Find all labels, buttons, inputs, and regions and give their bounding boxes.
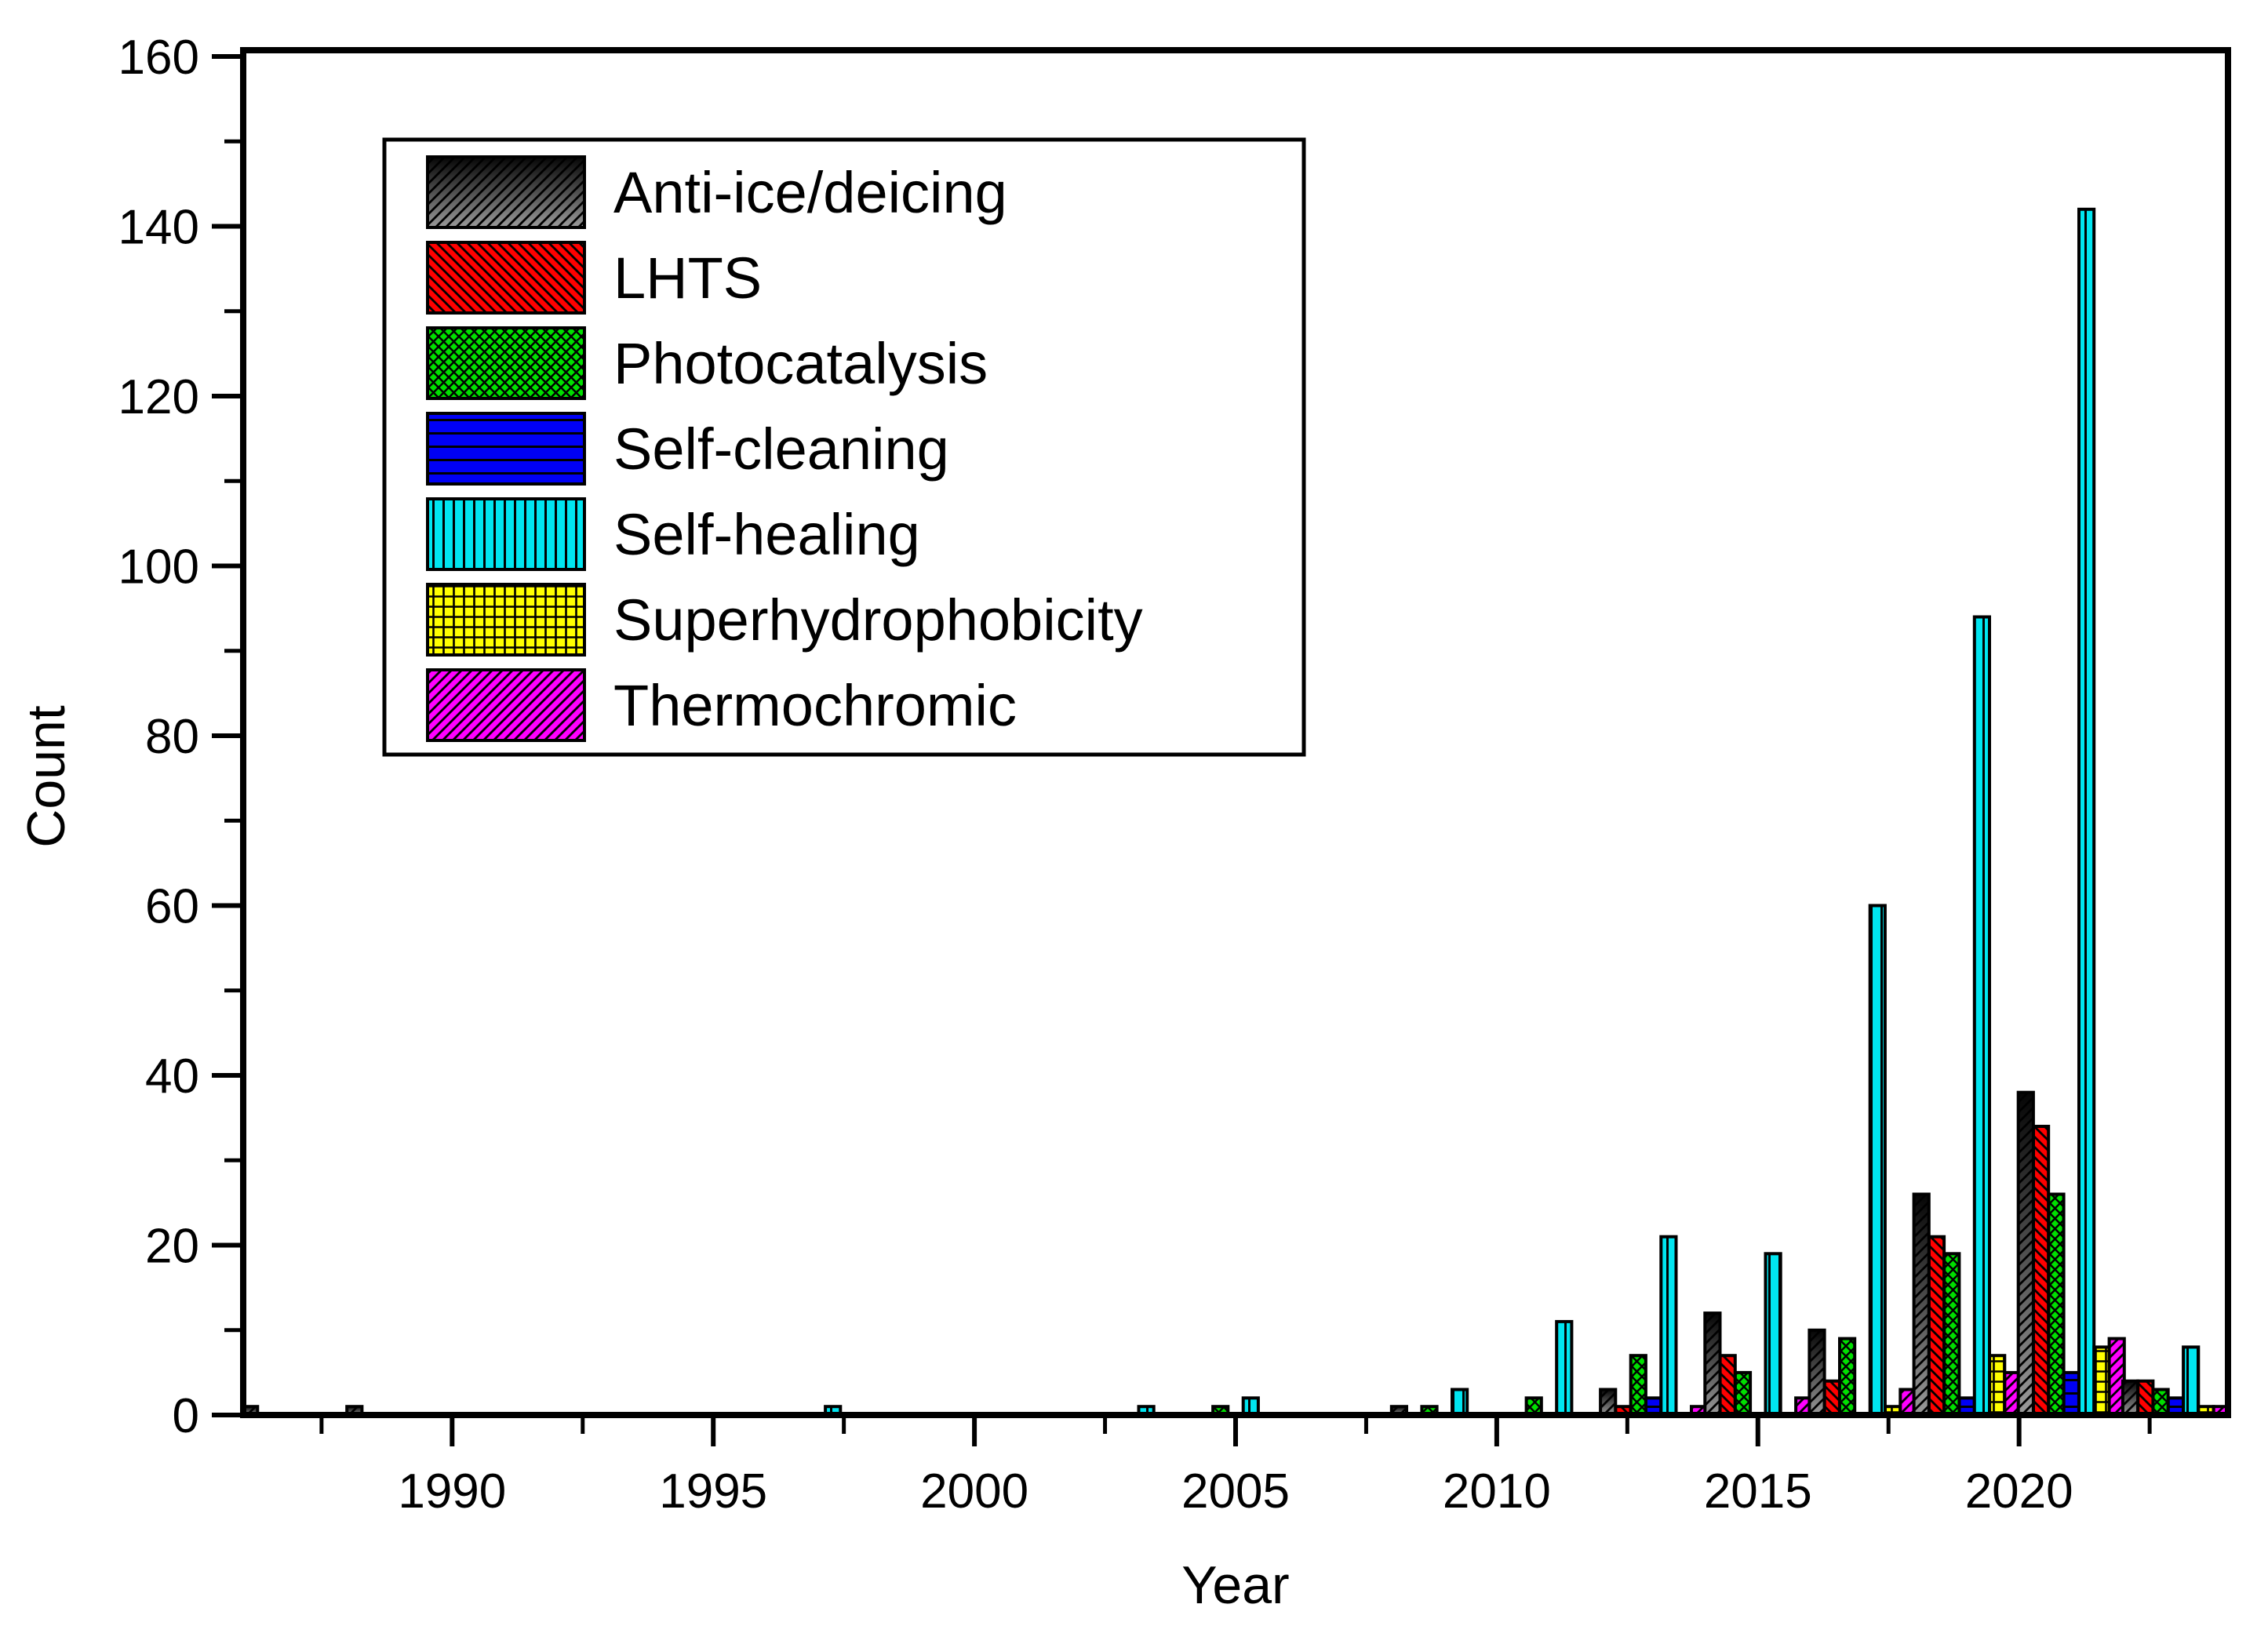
bar-anti-ice-deicing-2021 — [2016, 1090, 2035, 1417]
x-tick-label: 2000 — [920, 1464, 1028, 1519]
bar-anti-ice-deicing-2019 — [1912, 1192, 1931, 1417]
bar-self-healing-2011 — [1555, 1319, 1574, 1417]
bar-superhydrophobicity-2021 — [2092, 1345, 2111, 1417]
x-tick-label: 2005 — [1181, 1464, 1290, 1519]
bar-self-healing-2015 — [1764, 1252, 1782, 1417]
bars-layer — [241, 207, 2230, 1417]
legend-swatch-self-healing — [426, 497, 586, 571]
legend-label: Superhydrophobicity — [613, 587, 1143, 653]
legend-label: Anti-ice/deicing — [613, 160, 1007, 225]
bar-photocatalysis-2021 — [2047, 1192, 2066, 1417]
bar-lhts-2015 — [1718, 1354, 1737, 1417]
bar-photocatalysis-2017 — [1838, 1337, 1857, 1417]
y-axis: 0 20 40 60 80 100 120 140 160 — [118, 31, 243, 1443]
y-tick-label: 160 — [118, 31, 199, 85]
bar-photocatalysis-2023 — [2151, 1388, 2170, 1417]
bar-anti-ice-deicing-2017 — [1807, 1328, 1826, 1417]
legend-swatch-photocatalysis — [426, 326, 586, 400]
bar-self-healing-2009 — [1451, 1388, 1469, 1417]
y-tick-label: 40 — [145, 1049, 199, 1104]
x-axis-title: Year — [1181, 1555, 1289, 1615]
x-tick-label: 1990 — [398, 1464, 506, 1519]
bar-self-healing-2021 — [2077, 207, 2096, 1417]
legend-swatch-thermochromic — [426, 668, 586, 742]
bar-lhts-2019 — [1927, 1235, 1946, 1417]
bar-lhts-2023 — [2136, 1379, 2155, 1417]
legend-swatch-superhydrophobicity — [426, 583, 586, 657]
y-tick-label: 0 — [173, 1389, 199, 1443]
x-tick-label: 2020 — [1965, 1464, 2073, 1519]
legend: Anti-ice/deicing LHTS Photocatalysis Self-c… — [382, 137, 1306, 757]
legend-swatch-self-cleaning — [426, 412, 586, 486]
bar-anti-ice-deicing-2015 — [1703, 1311, 1722, 1417]
legend-label: LHTS — [613, 246, 762, 311]
bar-photocatalysis-2019 — [1942, 1252, 1961, 1417]
x-axis: 1990 1995 2000 2005 2010 2015 2020 — [319, 1415, 2152, 1519]
legend-label: Photocatalysis — [613, 331, 988, 396]
y-tick-label: 100 — [118, 540, 199, 595]
bar-photocatalysis-2015 — [1733, 1370, 1753, 1417]
bar-lhts-2021 — [2032, 1125, 2051, 1417]
y-tick-label: 20 — [145, 1220, 199, 1274]
x-tick-label: 1995 — [659, 1464, 767, 1519]
y-tick-label: 120 — [118, 370, 199, 424]
bar-self-healing-2023 — [2182, 1345, 2201, 1417]
bar-self-healing-2013 — [1659, 1235, 1678, 1417]
bar-anti-ice-deicing-2023 — [2121, 1379, 2140, 1417]
legend-label: Thermochromic — [613, 673, 1017, 738]
bar-self-healing-2019 — [1972, 615, 1992, 1417]
y-tick-label: 140 — [118, 201, 199, 255]
legend-label: Self-cleaning — [613, 417, 949, 482]
y-tick-label: 80 — [145, 710, 199, 764]
bar-photocatalysis-2013 — [1629, 1354, 1647, 1417]
bar-superhydrophobicity-2019 — [1988, 1354, 2007, 1417]
bar-anti-ice-deicing-2013 — [1599, 1388, 1618, 1417]
bar-lhts-2017 — [1822, 1379, 1841, 1417]
legend-swatch-anti-ice-deicing — [426, 155, 586, 229]
bar-self-cleaning-2021 — [2062, 1370, 2081, 1417]
y-tick-label: 60 — [145, 880, 199, 934]
legend-swatch-lhts — [426, 241, 586, 315]
x-tick-label: 2010 — [1443, 1464, 1551, 1519]
y-axis-title: Count — [16, 705, 76, 848]
bar-self-healing-2017 — [1868, 904, 1887, 1417]
x-tick-label: 2015 — [1704, 1464, 1812, 1519]
legend-label: Self-healing — [613, 502, 920, 567]
